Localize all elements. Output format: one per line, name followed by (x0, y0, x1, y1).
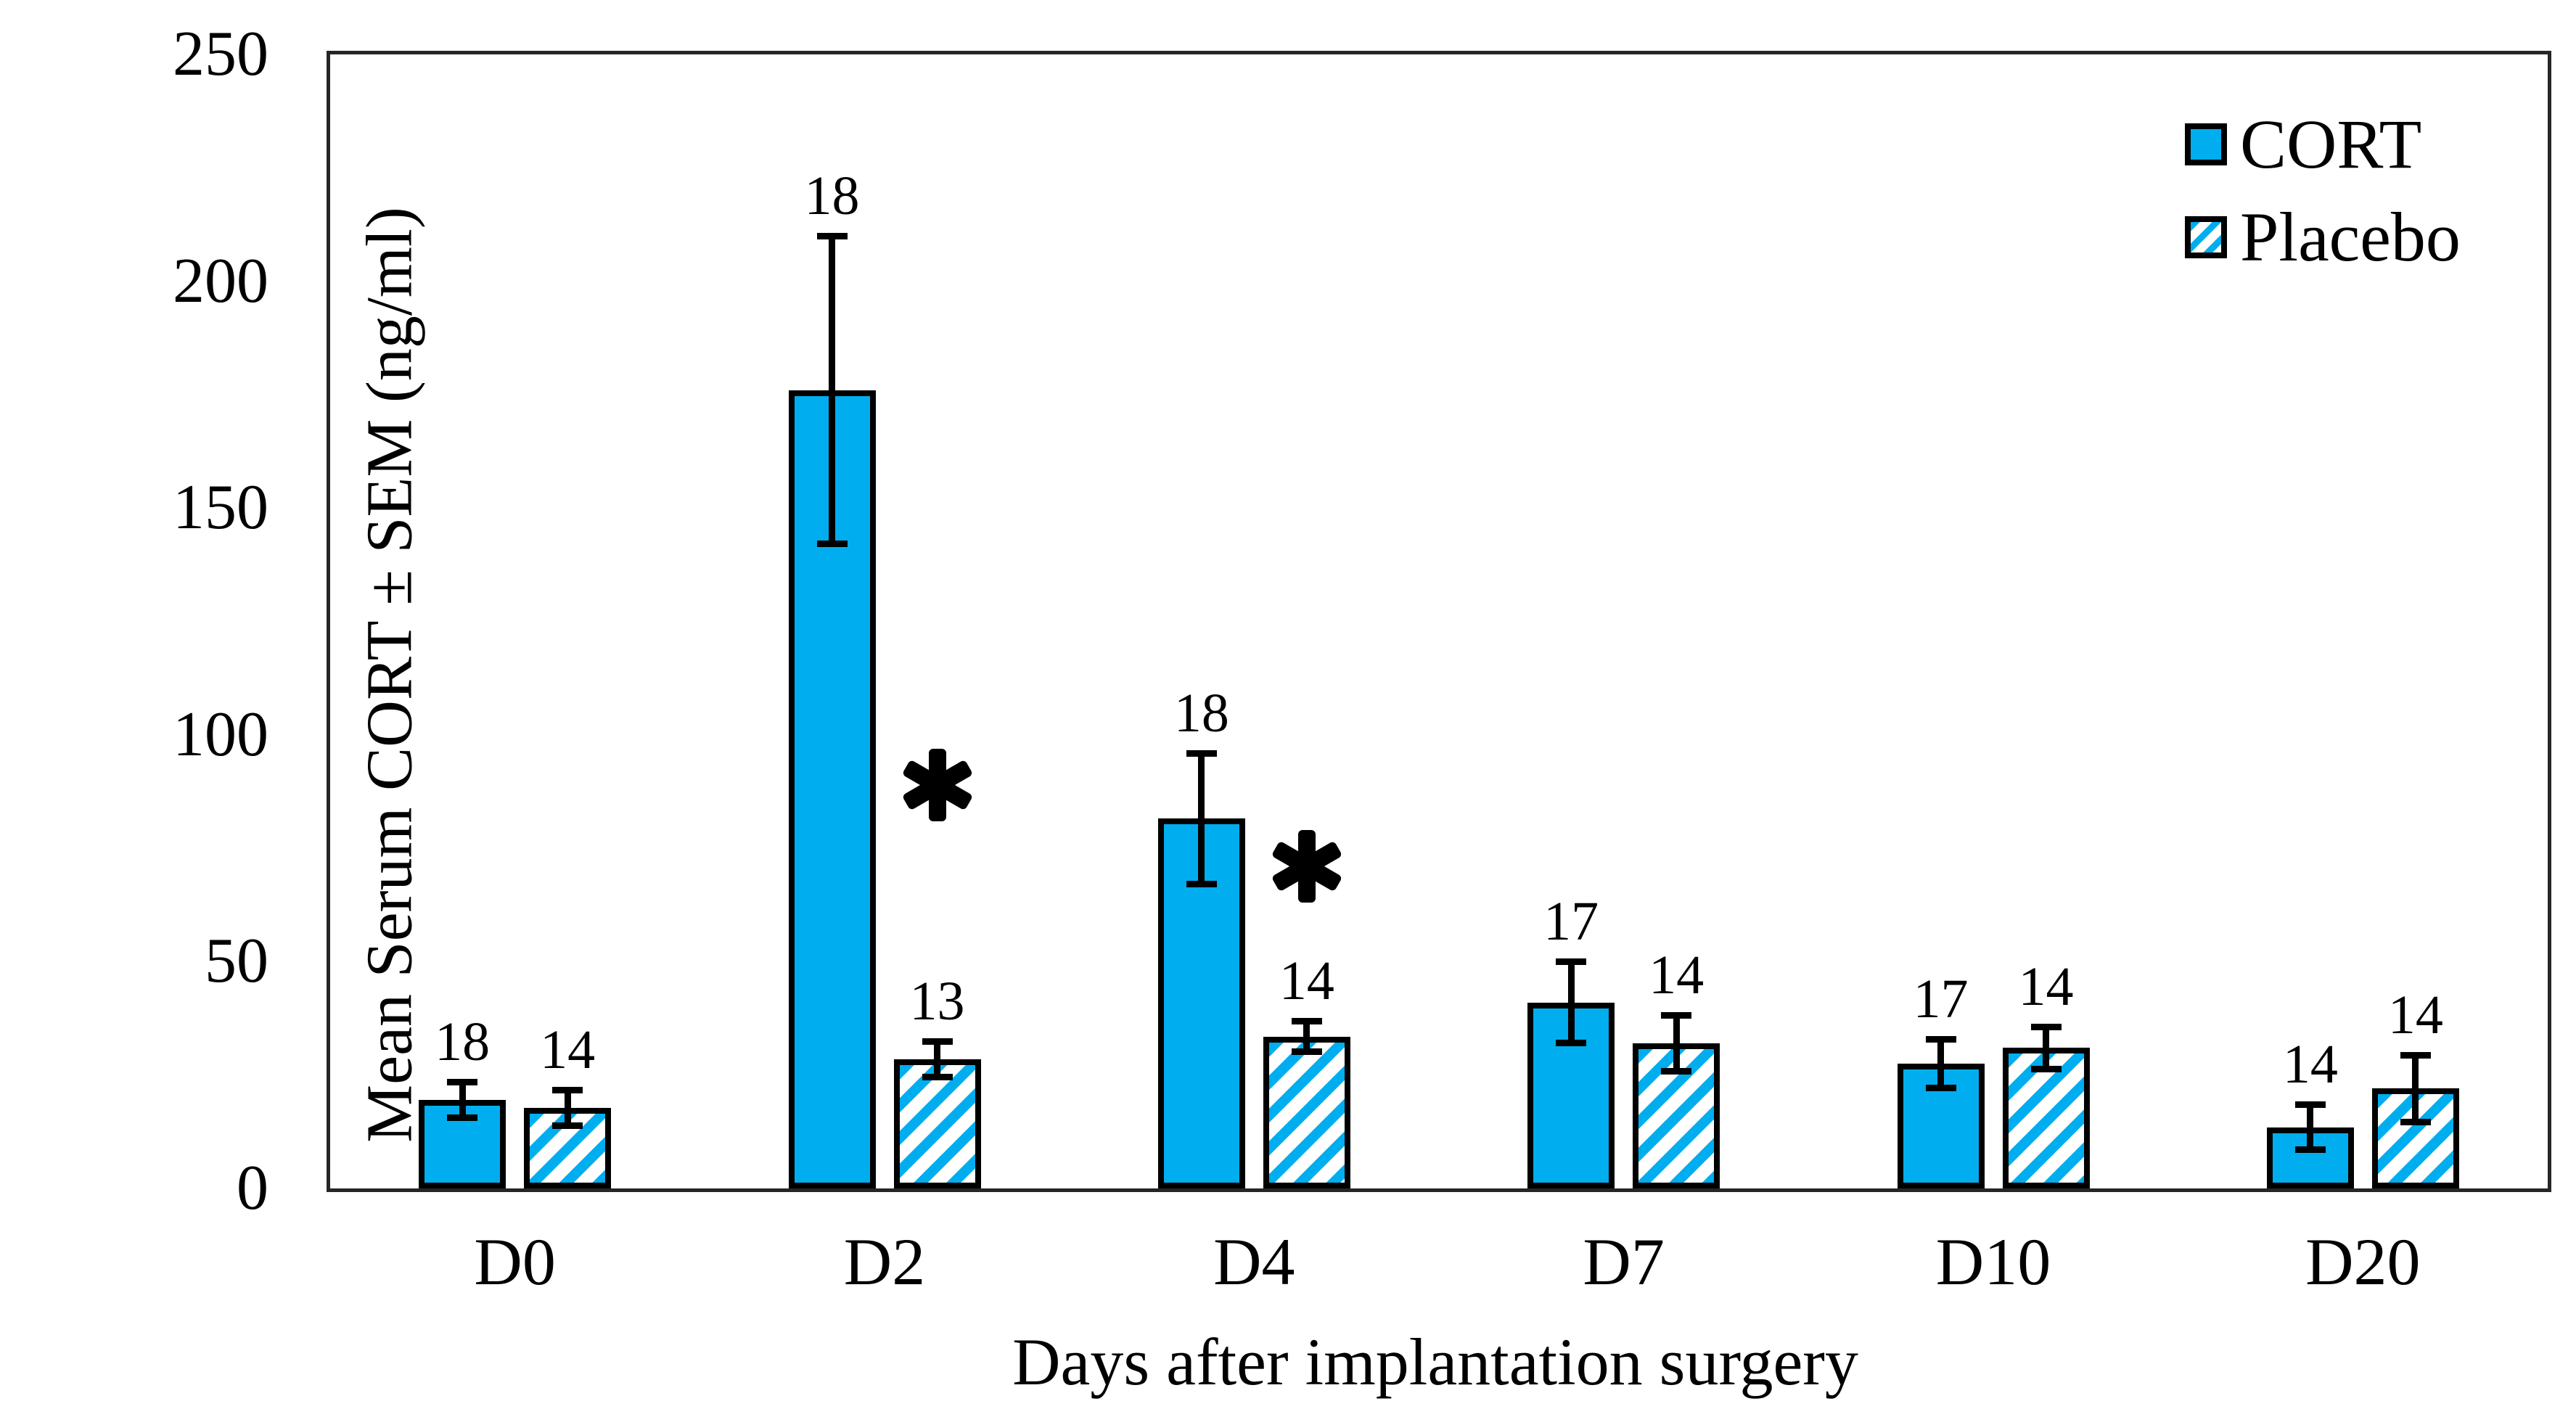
legend-label-cort: CORT (2240, 105, 2422, 183)
x-axis-title: Days after implantation surgery (1012, 1325, 1858, 1399)
bar-count-label: 18 (1173, 682, 1229, 744)
error-bar-cap-bottom (922, 1073, 953, 1080)
bar-count-label: 14 (2282, 1034, 2338, 1096)
error-bar-stem (459, 1082, 466, 1119)
bar-count-label: 14 (1649, 944, 1705, 1006)
bar-count-label: 17 (1913, 968, 1969, 1030)
error-bar-cap-top (2400, 1051, 2431, 1059)
bar-placebo-d4 (1263, 1036, 1350, 1188)
error-bar-cap-top (816, 233, 848, 240)
error-bar-stem (829, 236, 835, 545)
error-bar-stem (934, 1040, 940, 1077)
bar-count-label: 14 (2018, 956, 2074, 1017)
error-bar-cap-bottom (1925, 1085, 1956, 1092)
legend-entry-cort: CORT (2185, 98, 2461, 191)
y-tick-label: 50 (205, 926, 268, 997)
error-bar-stem (1567, 961, 1575, 1043)
bar-cort-d7 (1527, 1002, 1615, 1188)
error-bar-stem (1937, 1038, 1944, 1089)
error-bar-cap-bottom (816, 541, 848, 548)
bar-count-label: 17 (1543, 891, 1599, 953)
x-tick-label: D4 (1213, 1225, 1295, 1299)
x-tick-label: D20 (2305, 1225, 2421, 1299)
y-tick-label: 0 (237, 1153, 268, 1223)
error-bar-cap-bottom (1661, 1068, 1692, 1075)
error-bar-stem (1673, 1014, 1680, 1072)
x-tick-label: D2 (843, 1225, 926, 1299)
y-tick-label: 200 (173, 245, 268, 316)
error-bar-cap-top (2030, 1023, 2062, 1030)
legend-label-placebo: Placebo (2240, 198, 2461, 276)
y-tick-label: 150 (173, 472, 268, 543)
x-tick-label: D0 (474, 1225, 556, 1299)
error-bar-cap-bottom (552, 1122, 583, 1129)
error-bar-stem (1303, 1020, 1310, 1053)
error-bar-cap-bottom (1186, 881, 1217, 888)
error-bar-cap-bottom (447, 1114, 478, 1122)
x-tick-label: D7 (1583, 1225, 1665, 1299)
bar-count-label: 13 (909, 970, 965, 1032)
error-bar-cap-bottom (2294, 1146, 2326, 1153)
error-bar-cap-bottom (2400, 1119, 2431, 1126)
error-bar-stem (2412, 1054, 2419, 1123)
plot-area: Mean Serum CORT ± SEM (ng/ml) CORT Place… (173, 22, 2551, 1295)
y-tick-label: 100 (173, 699, 268, 770)
bar-count-label: 18 (435, 1011, 491, 1073)
error-bar-cap-bottom (1291, 1048, 1322, 1056)
error-bar-cap-top (552, 1086, 583, 1093)
error-bar-cap-top (2294, 1101, 2326, 1109)
legend: CORT Placebo (2185, 98, 2461, 284)
legend-entry-placebo: Placebo (2185, 191, 2461, 284)
error-bar-cap-top (1186, 749, 1217, 757)
y-tick-label: 250 (173, 19, 268, 89)
error-bar-cap-top (1556, 958, 1587, 966)
error-bar-stem (1198, 752, 1205, 885)
bar-placebo-d2 (893, 1059, 981, 1188)
bar-count-label: 14 (2387, 984, 2443, 1046)
error-bar-cap-bottom (2030, 1065, 2062, 1072)
error-bar-cap-top (447, 1079, 478, 1086)
error-bar-stem (564, 1089, 571, 1126)
bar-count-label: 14 (540, 1019, 596, 1080)
error-bar-cap-top (922, 1038, 953, 1045)
x-tick-label: D10 (1935, 1225, 2051, 1299)
cort-swatch-icon (2185, 123, 2227, 165)
error-bar-stem (2043, 1026, 2049, 1069)
bar-count-label: 18 (804, 165, 860, 227)
error-bar-cap-top (1661, 1011, 1692, 1019)
error-bar-cap-top (1291, 1017, 1322, 1024)
error-bar-cap-bottom (1556, 1039, 1587, 1046)
placebo-swatch-icon (2185, 216, 2227, 258)
error-bar-cap-top (1925, 1035, 1956, 1043)
error-bar-stem (2307, 1104, 2314, 1150)
bar-count-label: 14 (1279, 950, 1334, 1011)
